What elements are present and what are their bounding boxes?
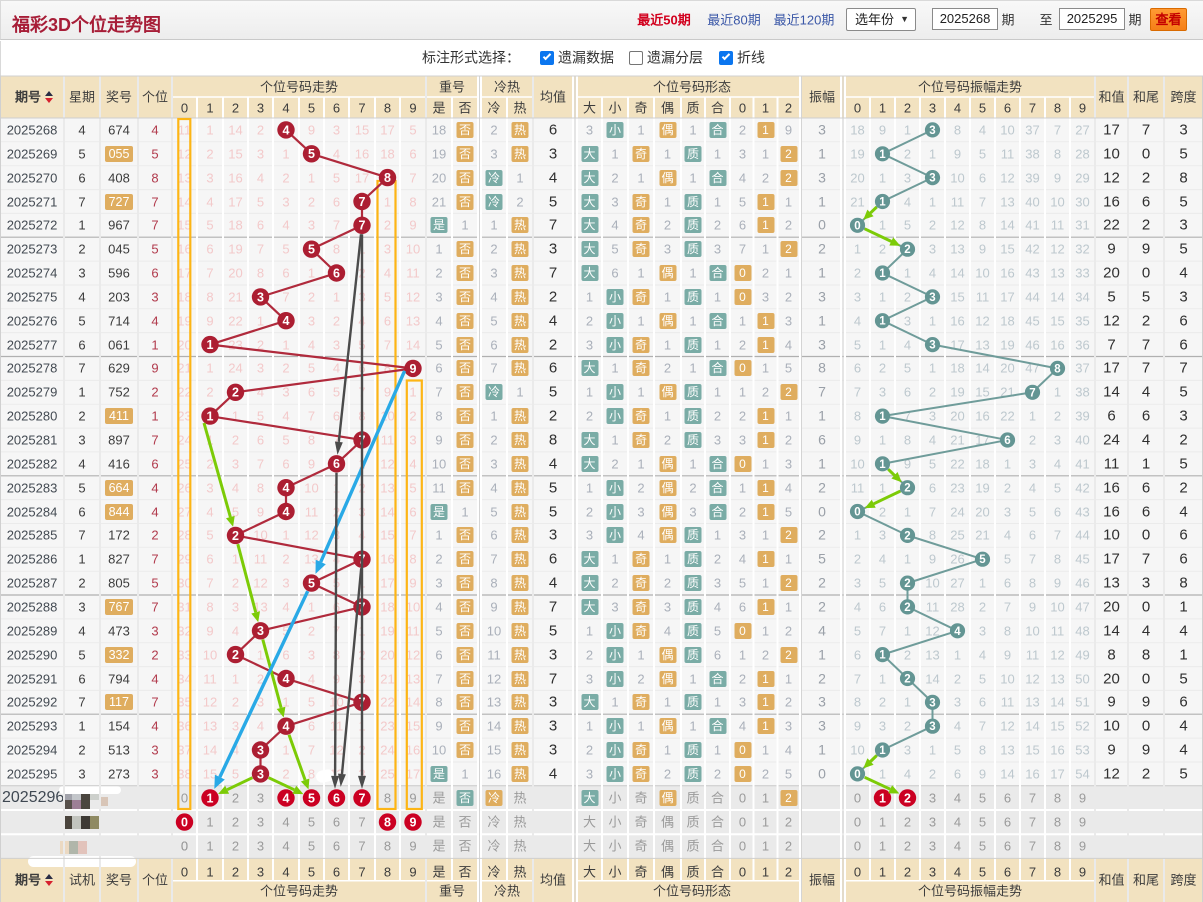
svg-text:4: 4 xyxy=(283,505,290,519)
svg-text:2: 2 xyxy=(904,791,911,805)
svg-text:2: 2 xyxy=(232,386,239,400)
svg-text:4: 4 xyxy=(283,481,290,495)
svg-text:4: 4 xyxy=(954,626,961,638)
svg-text:3: 3 xyxy=(929,697,935,709)
svg-text:3: 3 xyxy=(257,743,264,757)
svg-text:6: 6 xyxy=(333,266,340,280)
svg-text:1: 1 xyxy=(879,459,886,471)
svg-text:8: 8 xyxy=(1054,363,1061,375)
svg-text:5: 5 xyxy=(308,791,315,805)
svg-text:4: 4 xyxy=(283,672,290,686)
svg-text:3: 3 xyxy=(257,624,264,638)
svg-text:2: 2 xyxy=(904,602,910,614)
svg-text:2: 2 xyxy=(904,578,910,590)
svg-text:3: 3 xyxy=(929,173,935,185)
svg-text:7: 7 xyxy=(359,219,366,233)
svg-text:3: 3 xyxy=(929,292,935,304)
svg-text:5: 5 xyxy=(308,243,315,257)
svg-text:8: 8 xyxy=(384,816,391,830)
svg-text:0: 0 xyxy=(854,220,860,232)
svg-text:4: 4 xyxy=(283,791,290,805)
svg-text:0: 0 xyxy=(181,816,188,830)
svg-text:8: 8 xyxy=(384,171,391,185)
svg-text:9: 9 xyxy=(410,362,417,376)
svg-text:7: 7 xyxy=(1029,387,1035,399)
svg-text:6: 6 xyxy=(333,791,340,805)
svg-text:5: 5 xyxy=(308,147,315,161)
svg-text:7: 7 xyxy=(359,791,366,805)
svg-text:4: 4 xyxy=(283,720,290,734)
svg-text:2: 2 xyxy=(232,648,239,662)
svg-text:1: 1 xyxy=(207,410,214,424)
svg-text:7: 7 xyxy=(359,195,366,209)
svg-text:2: 2 xyxy=(232,529,239,543)
svg-text:3: 3 xyxy=(257,290,264,304)
svg-text:1: 1 xyxy=(207,791,214,805)
svg-text:5: 5 xyxy=(979,554,986,566)
svg-text:1: 1 xyxy=(879,197,886,209)
svg-text:6: 6 xyxy=(333,457,340,471)
svg-text:1: 1 xyxy=(207,338,214,352)
svg-text:4: 4 xyxy=(283,314,290,328)
svg-text:4: 4 xyxy=(283,123,290,137)
svg-text:1: 1 xyxy=(879,149,886,161)
svg-text:1: 1 xyxy=(879,411,886,423)
svg-text:1: 1 xyxy=(879,745,886,757)
svg-text:2: 2 xyxy=(904,483,910,495)
svg-text:5: 5 xyxy=(308,577,315,591)
svg-text:1: 1 xyxy=(879,791,886,805)
svg-text:0: 0 xyxy=(854,769,860,781)
svg-text:2: 2 xyxy=(904,674,910,686)
svg-text:1: 1 xyxy=(879,316,886,328)
svg-text:3: 3 xyxy=(929,721,935,733)
svg-text:0: 0 xyxy=(854,507,860,519)
svg-text:3: 3 xyxy=(929,340,935,352)
svg-text:3: 3 xyxy=(257,767,264,781)
svg-text:2: 2 xyxy=(904,530,910,542)
svg-text:1: 1 xyxy=(879,268,886,280)
svg-text:3: 3 xyxy=(929,125,935,137)
svg-text:6: 6 xyxy=(1004,435,1010,447)
svg-text:1: 1 xyxy=(879,650,886,662)
svg-text:2: 2 xyxy=(904,244,910,256)
svg-text:9: 9 xyxy=(410,816,417,830)
